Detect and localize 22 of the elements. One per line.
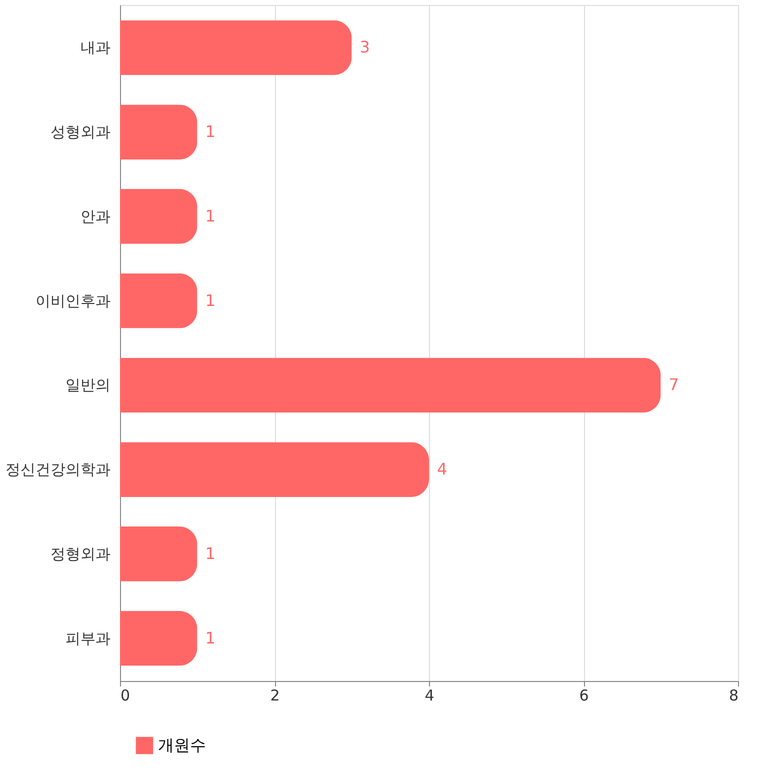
x-tick-label: 8 [728,686,738,704]
data-label: 1 [205,206,216,226]
x-tick-label: 6 [579,686,589,704]
legend-label: 개원수 [158,736,206,754]
y-tick-label: 안과 [80,207,110,226]
y-tick-label: 내과 [80,38,110,57]
x-tick-label: 2 [270,686,280,704]
y-tick-label: 일반의 [66,376,110,394]
data-label: 1 [205,122,216,142]
y-tick-label: 이비인후과 [36,292,110,310]
y-tick-label: 성형외과 [50,123,110,142]
y-tick-label: 정형외과 [50,544,110,563]
data-label: 1 [205,544,216,563]
data-label: 7 [668,375,679,394]
x-tick-label: 0 [120,686,130,704]
y-tick-label: 정신건강의학과 [6,460,110,479]
data-label: 3 [360,38,370,57]
x-tick-label: 4 [424,686,434,704]
data-label: 1 [205,628,216,648]
y-tick-label: 피부과 [66,629,110,648]
data-label: 4 [437,460,448,479]
data-label: 1 [205,290,216,310]
